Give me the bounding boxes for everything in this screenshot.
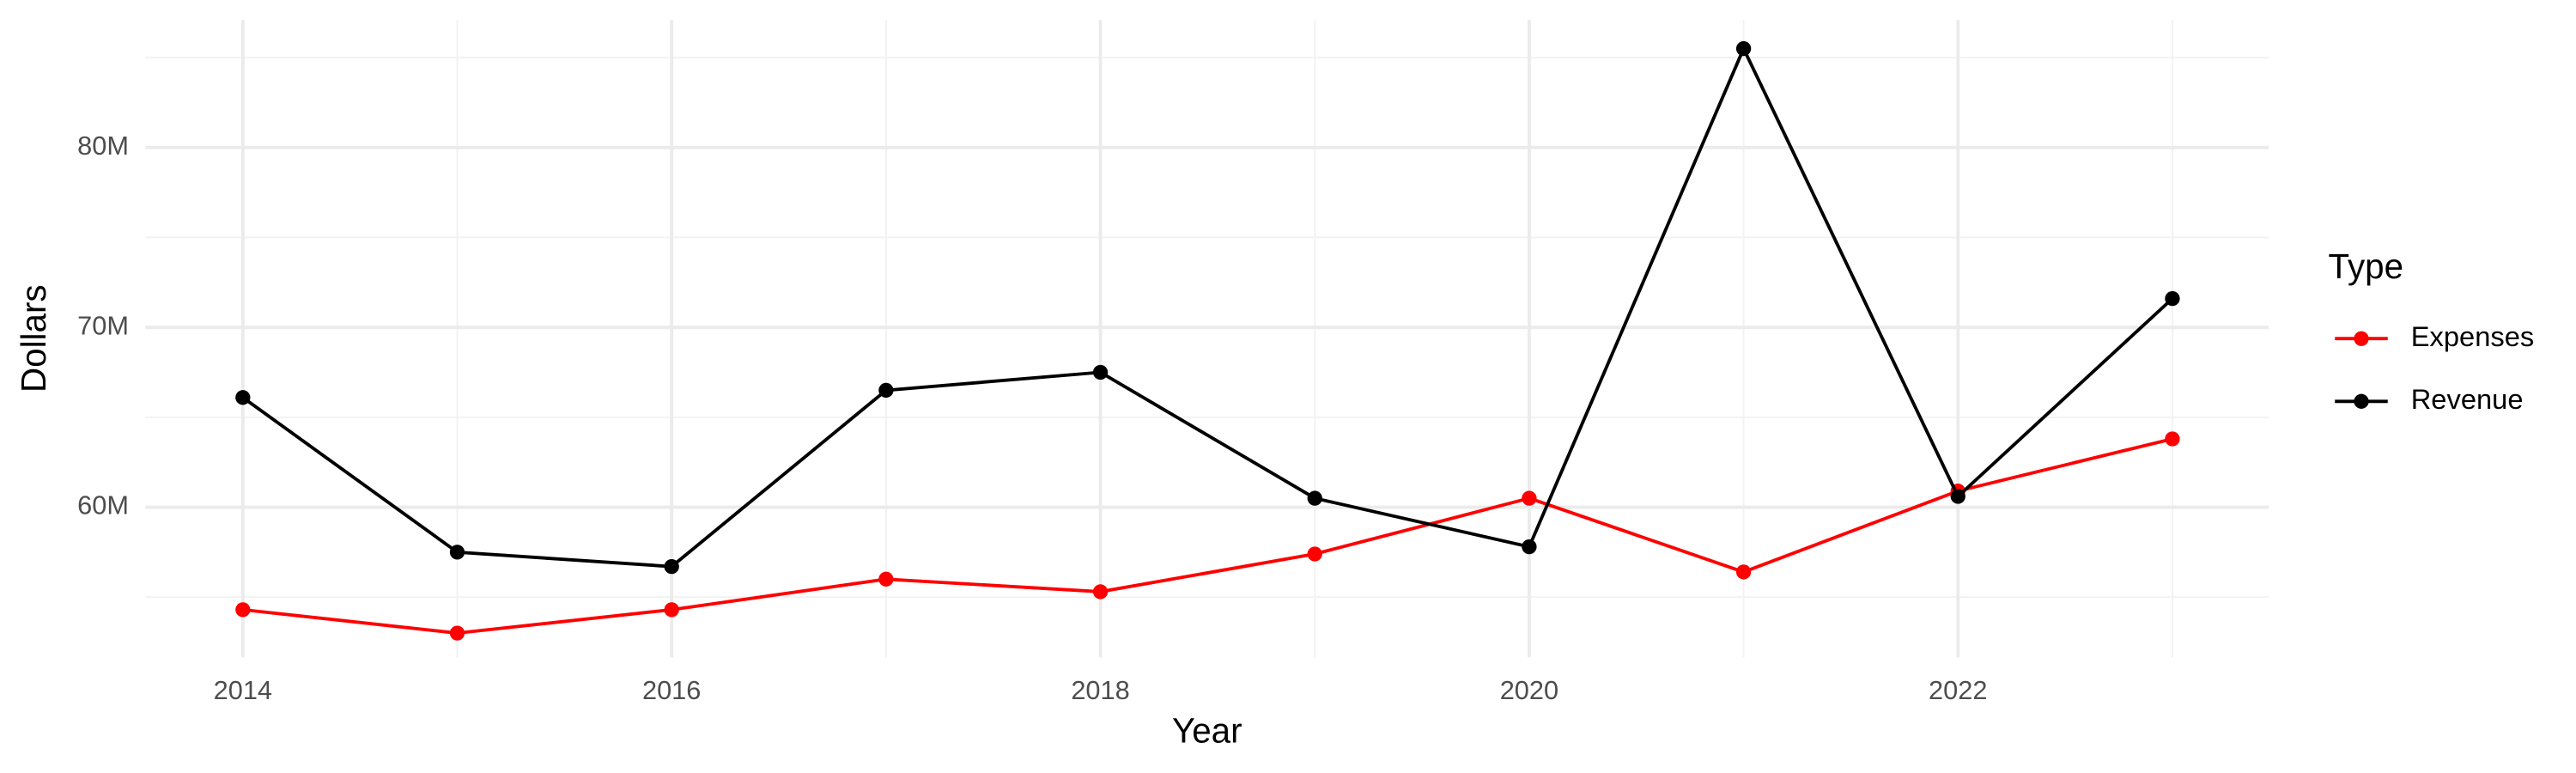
data-point: [878, 382, 894, 399]
data-point: [1522, 490, 1537, 506]
data-point: [1307, 546, 1322, 562]
data-point: [1950, 489, 1965, 504]
data-point: [235, 390, 251, 405]
x-tick-label: 2016: [642, 675, 701, 705]
x-tick-label: 2020: [1500, 675, 1558, 705]
data-point: [1092, 584, 1109, 600]
data-point: [1307, 490, 1322, 506]
legend-title: Type: [2329, 247, 2404, 286]
series-line: [241, 44, 2174, 569]
data-point: [878, 571, 894, 587]
data-point: [1522, 539, 1537, 555]
series-line: [242, 437, 2173, 636]
data-point: [1092, 364, 1109, 380]
data-point: [2165, 290, 2180, 307]
legend-label: Revenue: [2411, 383, 2524, 415]
legend-key-point: [2354, 393, 2369, 409]
data-point: [664, 558, 679, 575]
data-point: [235, 602, 251, 618]
data-point: [449, 625, 465, 641]
y-axis-label: Dollars: [14, 284, 53, 393]
y-tick-label: 60M: [77, 490, 129, 520]
data-point: [1735, 40, 1752, 57]
x-tick-label: 2018: [1071, 675, 1129, 705]
x-tick-label: 2014: [214, 675, 272, 705]
legend-key-point: [2354, 331, 2369, 346]
x-tick-label: 2022: [1929, 675, 1987, 705]
data-point: [1735, 564, 1752, 580]
data-point: [2165, 431, 2180, 447]
y-tick-label: 70M: [77, 310, 129, 340]
data-point: [664, 602, 679, 618]
x-axis-label: Year: [1172, 711, 1242, 751]
y-tick-label: 80M: [77, 131, 129, 161]
data-point: [449, 545, 465, 560]
legend-label: Expenses: [2411, 320, 2535, 352]
